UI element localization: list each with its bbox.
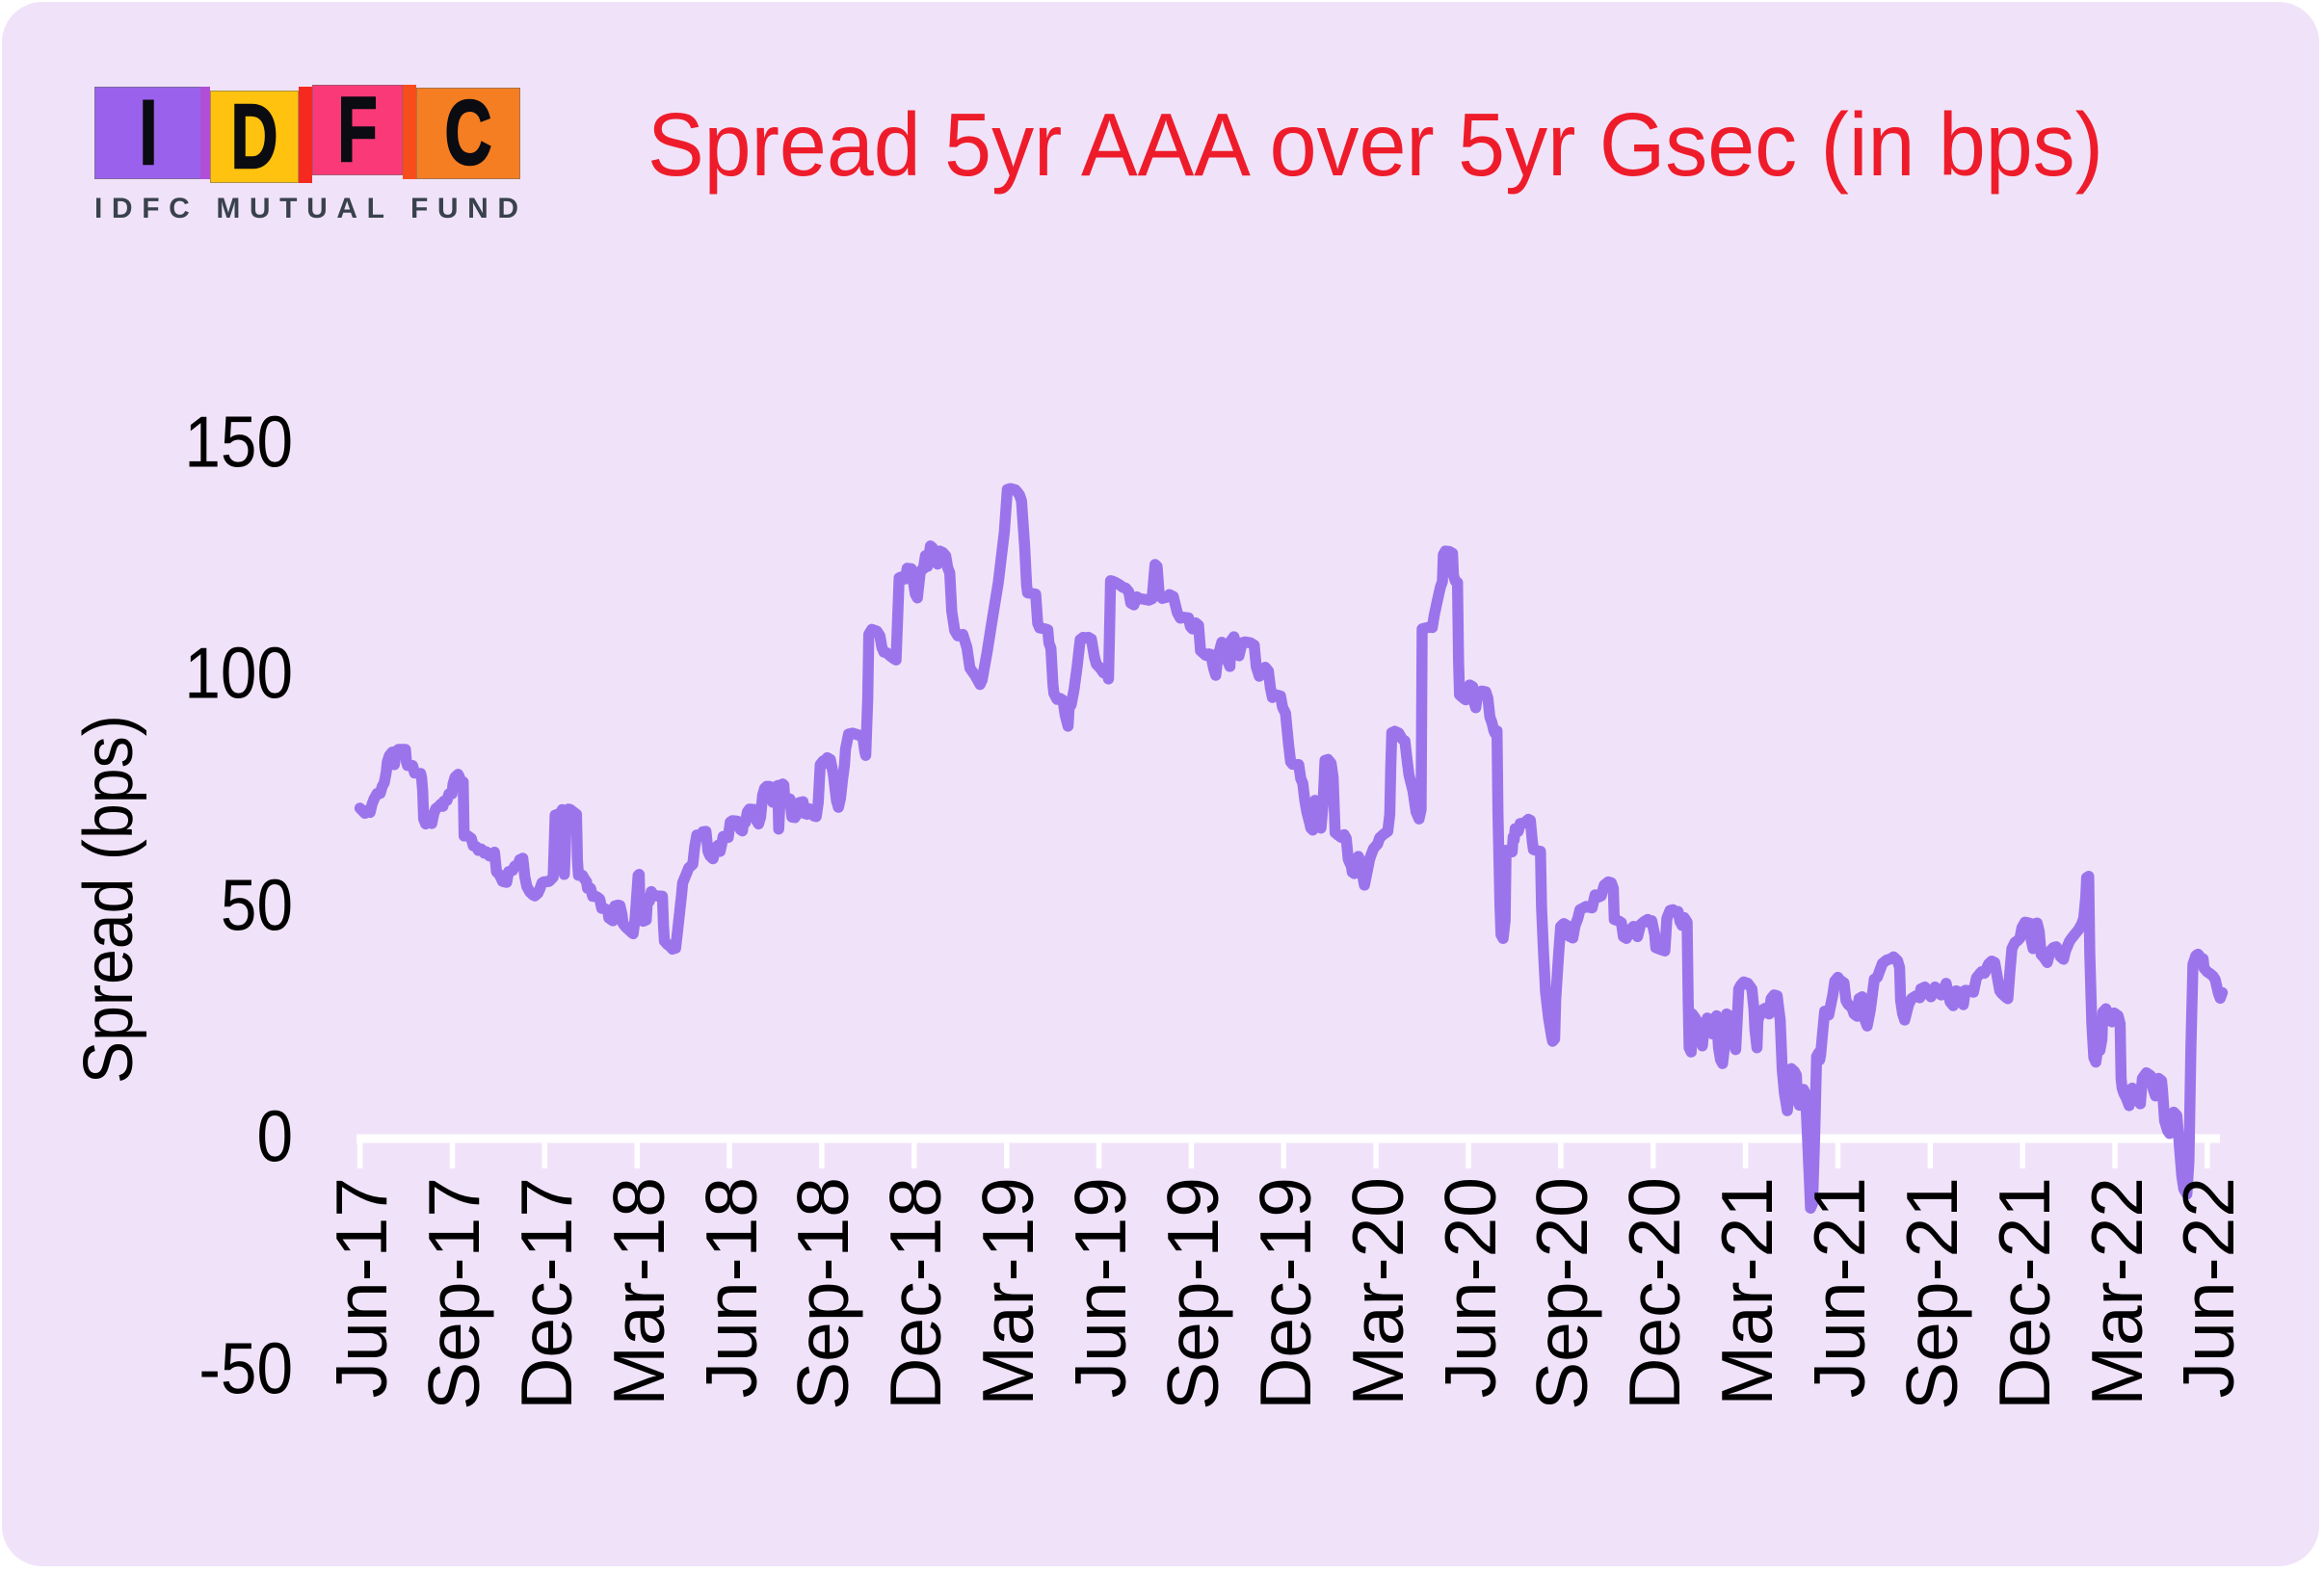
x-tick-label: Jun-22	[2168, 1177, 2250, 1399]
x-tick-label: Dec-19	[1244, 1177, 1326, 1410]
x-tick-label: Sep-18	[782, 1177, 864, 1410]
x-tick-label: Sep-20	[1521, 1177, 1603, 1410]
x-tick-label: Dec-17	[505, 1177, 587, 1410]
logo-letter-d: D	[230, 85, 278, 188]
y-tick-label: 150	[184, 401, 293, 482]
y-axis-title: Spread (bps)	[70, 715, 147, 1085]
x-tick-label: Mar-19	[967, 1177, 1049, 1406]
y-tick-label: 0	[256, 1095, 293, 1177]
logo-sliver-f	[403, 85, 416, 179]
logo-box-i: I	[94, 81, 202, 184]
logo-subtitle: IDFC MUTUAL FUND	[94, 193, 528, 224]
x-tick-label: Mar-22	[2075, 1177, 2157, 1406]
y-tick-label: 50	[220, 864, 293, 945]
x-tick-label: Jun-17	[321, 1177, 403, 1399]
logo-box-f: F	[312, 78, 403, 181]
y-tick-label: 100	[184, 632, 293, 714]
logo-letter-c: C	[444, 82, 492, 184]
x-axis-ticks	[357, 1139, 2210, 1168]
x-tick-label: Sep-21	[1890, 1177, 1972, 1410]
x-tick-label: Mar-20	[1336, 1177, 1418, 1406]
x-tick-label: Jun-20	[1429, 1177, 1511, 1399]
logo-letter-i: I	[139, 81, 159, 184]
logo-sliver-d	[299, 87, 312, 183]
x-tick-label: Sep-17	[412, 1177, 494, 1410]
x-tick-label: Jun-18	[690, 1177, 772, 1399]
x-tick-label: Jun-21	[1798, 1177, 1880, 1399]
logo-letter-f: F	[337, 78, 379, 181]
logo-box-c: C	[416, 82, 520, 184]
spread-line-series	[354, 483, 2229, 1214]
chart-title: Spread 5yr AAA over 5yr Gsec (in bps)	[647, 94, 2103, 195]
x-tick-label: Sep-19	[1151, 1177, 1233, 1410]
logo-sliver-i	[200, 87, 210, 179]
x-tick-label: Dec-20	[1614, 1177, 1696, 1410]
logo-box-d: D	[210, 85, 299, 188]
x-tick-label: Dec-18	[875, 1177, 957, 1410]
x-tick-label: Mar-21	[1706, 1177, 1788, 1406]
x-tick-label: Dec-21	[1983, 1177, 2065, 1410]
y-tick-label: -50	[198, 1327, 293, 1408]
x-tick-label: Jun-19	[1060, 1177, 1142, 1399]
x-tick-label: Mar-18	[597, 1177, 679, 1406]
